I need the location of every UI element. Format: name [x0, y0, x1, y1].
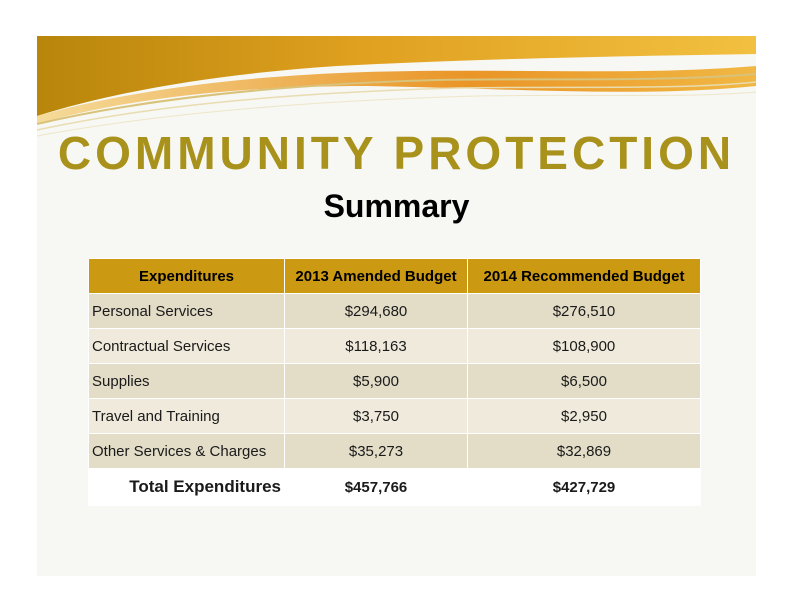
cell-2014-amount: $32,869 — [467, 433, 701, 469]
column-header-2014-recommended-budget: 2014 Recommended Budget — [467, 258, 701, 294]
cell-2013-amount: $35,273 — [284, 433, 468, 469]
total-2014-amount: $427,729 — [467, 468, 701, 506]
cell-2014-amount: $2,950 — [467, 398, 701, 434]
row-label: Supplies — [88, 363, 285, 399]
cell-2014-amount: $6,500 — [467, 363, 701, 399]
row-label: Personal Services — [88, 293, 285, 329]
budget-table: Expenditures 2013 Amended Budget 2014 Re… — [88, 258, 701, 506]
cell-2014-amount: $108,900 — [467, 328, 701, 364]
page-title: COMMUNITY PROTECTION — [57, 127, 736, 179]
cell-2013-amount: $3,750 — [284, 398, 468, 434]
row-label: Other Services & Charges — [88, 433, 285, 469]
total-2013-amount: $457,766 — [284, 468, 468, 506]
row-label: Travel and Training — [88, 398, 285, 434]
cell-2013-amount: $118,163 — [284, 328, 468, 364]
total-row: Total Expenditures $457,766 $427,729 — [88, 468, 701, 506]
table-row: Personal Services $294,680 $276,510 — [88, 293, 701, 329]
decorative-banner — [37, 36, 756, 137]
row-label: Contractual Services — [88, 328, 285, 364]
table-row: Supplies $5,900 $6,500 — [88, 363, 701, 399]
table-row: Contractual Services $118,163 $108,900 — [88, 328, 701, 364]
page-subtitle: Summary — [323, 188, 470, 224]
cell-2013-amount: $5,900 — [284, 363, 468, 399]
column-header-expenditures: Expenditures — [88, 258, 285, 294]
table-row: Other Services & Charges $35,273 $32,869 — [88, 433, 701, 469]
slide: COMMUNITY PROTECTION Summary Expenditure… — [37, 36, 756, 576]
cell-2014-amount: $276,510 — [467, 293, 701, 329]
cell-2013-amount: $294,680 — [284, 293, 468, 329]
column-header-2013-amended-budget: 2013 Amended Budget — [284, 258, 468, 294]
table-row: Travel and Training $3,750 $2,950 — [88, 398, 701, 434]
table-header-row: Expenditures 2013 Amended Budget 2014 Re… — [88, 258, 701, 294]
total-label: Total Expenditures — [88, 468, 285, 506]
